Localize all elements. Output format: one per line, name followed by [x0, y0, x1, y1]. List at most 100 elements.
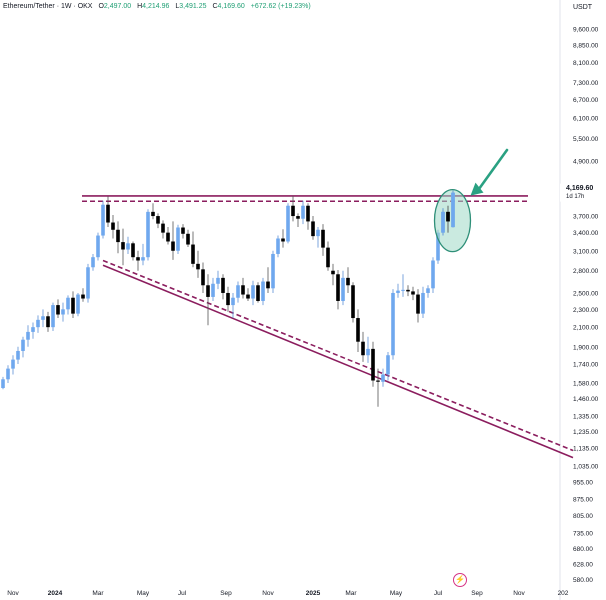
candle-body: [126, 243, 130, 250]
time-axis[interactable]: Nov 2024 Mar May Jul Sep Nov 2025 Mar May Jul Sep No…: [7, 590, 569, 597]
candle-body: [71, 297, 75, 314]
price-tick-label: 955.00: [573, 479, 593, 486]
last-price: 4,169.60: [566, 185, 594, 192]
candle-body: [341, 277, 345, 301]
candle-body: [271, 253, 275, 289]
candle-body: [251, 285, 255, 299]
support-dashed-trendline: [102, 259, 574, 452]
candle-body: [186, 233, 190, 245]
candle-body: [441, 211, 445, 233]
candle-body: [116, 229, 120, 243]
close-label: C: [212, 3, 218, 10]
price-tick-label: 2,800.00: [573, 268, 599, 275]
candle-body: [431, 260, 435, 289]
time-tick-label: Sep: [220, 590, 232, 597]
price-tick-label: 8,100.00: [573, 60, 599, 67]
candle-body: [336, 274, 340, 301]
candle-body: [16, 350, 20, 360]
candle-body: [81, 294, 85, 299]
candle-body: [266, 281, 270, 289]
candle-body: [51, 305, 55, 328]
bar-countdown: 1d 17h: [566, 194, 585, 200]
candle-body: [31, 327, 35, 332]
candle-body: [296, 216, 300, 219]
candle-body: [226, 292, 230, 306]
candle-body: [56, 305, 60, 315]
price-tick-label: 6,100.00: [573, 115, 599, 122]
candle-body: [236, 285, 240, 298]
candle-body: [216, 277, 220, 284]
time-tick-label: May: [390, 590, 403, 597]
change-value: +672.62 (+19.23%): [250, 3, 311, 10]
candle-body: [411, 291, 415, 295]
price-tick-label: 1,235.00: [573, 429, 599, 436]
lightning-icon[interactable]: ⚡: [453, 573, 467, 587]
price-tick-label: 5,500.00: [573, 136, 599, 143]
candle-body: [291, 205, 295, 217]
candle-body: [246, 294, 250, 299]
candle-body: [371, 348, 375, 381]
price-tick-label: 1,135.00: [573, 445, 599, 452]
time-tick-label: Sep: [471, 590, 483, 597]
time-tick-label: Jul: [434, 590, 443, 597]
candle-body: [61, 309, 65, 315]
price-tick-label: 1,035.00: [573, 463, 599, 470]
time-tick-label: 2025: [306, 590, 321, 597]
candle-body: [201, 269, 205, 286]
candle-body: [356, 318, 360, 342]
candle-body: [421, 292, 425, 314]
time-tick-label: Jul: [178, 590, 187, 597]
high-label: H: [137, 3, 143, 10]
symbol-name[interactable]: Ethereum/Tether · 1W · OKX: [3, 3, 93, 10]
time-tick-label: Mar: [92, 590, 104, 597]
candle-body: [401, 289, 405, 291]
candle-body: [96, 235, 100, 258]
arrow-head: [470, 182, 484, 196]
candle-body: [191, 244, 195, 264]
candle-body: [101, 204, 105, 236]
time-tick-label: Nov: [513, 590, 525, 597]
low-label: L: [175, 3, 180, 10]
candle-body: [376, 380, 380, 382]
price-axis[interactable]: 9,600.00 8,850.00 8,100.00 7,300.00 6,700.00…: [559, 0, 599, 600]
price-tick-label: 580.00: [573, 577, 593, 584]
open-label: O: [98, 3, 104, 10]
price-tick-label: 1,740.00: [573, 362, 599, 369]
candle-body: [396, 290, 400, 293]
price-tick-label: 805.00: [573, 513, 593, 520]
price-tick-label: 3,100.00: [573, 248, 599, 255]
symbol-header: Ethereum/Tether · 1W · OKX O2,497.00 H4,…: [3, 3, 311, 10]
candle-body: [36, 319, 40, 328]
candle-body: [211, 283, 215, 297]
candle-body: [446, 211, 450, 222]
candle-body: [181, 227, 185, 234]
candle-body: [146, 211, 150, 258]
candle-body: [391, 292, 395, 356]
candle-body: [261, 281, 265, 301]
price-tick-label: 3,700.00: [573, 214, 599, 221]
price-tick-label: 628.00: [573, 561, 593, 568]
time-tick-label: Mar: [345, 590, 357, 597]
price-tick-label: 735.00: [573, 531, 593, 538]
candle-body: [106, 204, 110, 223]
price-tick-label: 9,600.00: [573, 27, 599, 34]
candle-body: [131, 243, 135, 258]
close-value: 4,169.60: [217, 3, 245, 10]
candle-body: [121, 242, 125, 250]
candle-body: [66, 297, 70, 310]
candle-body: [276, 238, 280, 254]
candle-body: [311, 221, 315, 237]
candle-body: [326, 247, 330, 268]
price-tick-label: 1,335.00: [573, 414, 599, 421]
last-price-badge: 4,169.60 1d 17h: [562, 184, 606, 202]
candle-body: [171, 241, 175, 251]
time-tick-label: Nov: [7, 590, 19, 597]
price-tick-label: 8,850.00: [573, 42, 599, 49]
price-tick-label: 1,460.00: [573, 396, 599, 403]
arrow-shaft: [477, 148, 509, 191]
candle-body: [331, 270, 335, 275]
candle-body: [46, 316, 50, 328]
candle-body: [151, 211, 155, 217]
candle-body: [436, 232, 440, 261]
